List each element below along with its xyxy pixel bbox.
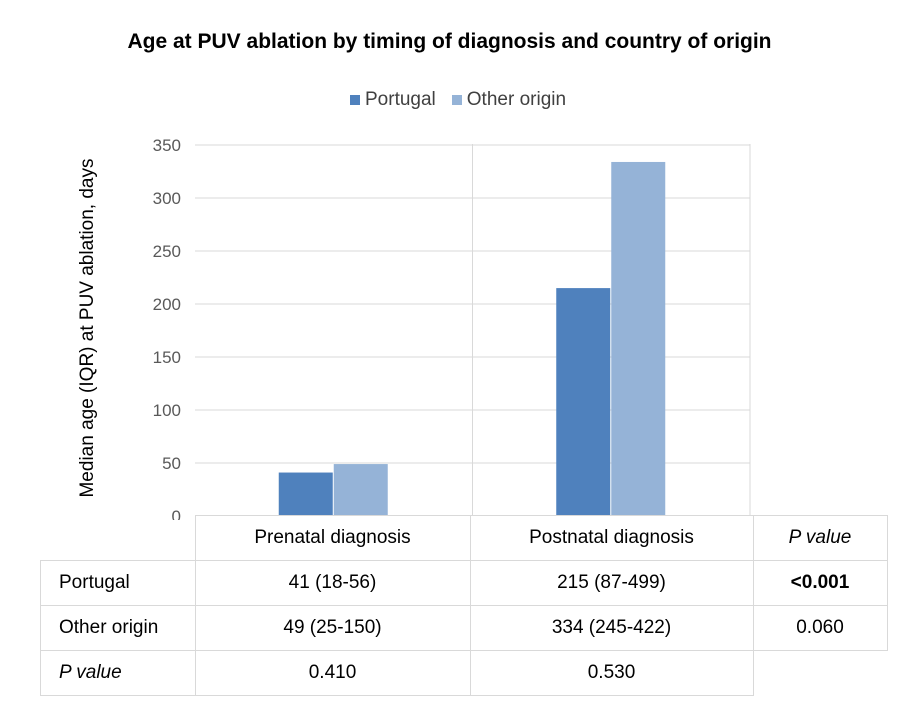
chart-title: Age at PUV ablation by timing of diagnos… <box>127 30 772 53</box>
bar-portugal-1 <box>556 288 611 516</box>
table-row-label: Other origin <box>40 605 196 651</box>
y-tick-label: 50 <box>162 454 181 473</box>
bar-other-origin-1 <box>611 161 666 516</box>
table-row: Portugal 41 (18-56) 215 (87-499) <0.001 <box>40 560 888 606</box>
y-tick-label: 0 <box>172 507 181 520</box>
table-cell: 215 (87-499) <box>469 560 754 606</box>
table-cell-pvalue: <0.001 <box>752 560 888 606</box>
table-cell: 41 (18-56) <box>194 560 471 606</box>
table-header-prenatal: Prenatal diagnosis <box>194 515 471 561</box>
table-row: Other origin 49 (25-150) 334 (245-422) 0… <box>40 605 888 651</box>
table-corner-cell <box>40 515 196 561</box>
table-header-pvalue: P value <box>752 515 888 561</box>
y-tick-label: 250 <box>153 242 181 261</box>
table-cell: 0.410 <box>194 650 471 696</box>
table-header-postnatal: Postnatal diagnosis <box>469 515 754 561</box>
legend-item-other-origin: Other origin <box>451 89 567 111</box>
y-tick-label: 100 <box>153 401 181 420</box>
legend: Portugal Other origin <box>350 89 582 111</box>
table-header-row: Prenatal diagnosis Postnatal diagnosis P… <box>40 515 888 561</box>
legend-label-portugal: Portugal <box>365 89 436 110</box>
table-cell-pvalue: 0.060 <box>752 605 888 651</box>
table-cell: 49 (25-150) <box>194 605 471 651</box>
table-empty-cell <box>752 650 887 696</box>
y-tick-label: 150 <box>153 348 181 367</box>
table-row-label: P value <box>40 650 196 696</box>
legend-label-other-origin: Other origin <box>466 89 567 110</box>
legend-item-portugal: Portugal <box>350 89 436 111</box>
table-cell: 334 (245-422) <box>469 605 754 651</box>
y-tick-label: 300 <box>153 189 181 208</box>
table-cell: 0.530 <box>469 650 754 696</box>
legend-swatch-portugal <box>350 95 360 105</box>
bar-portugal-0 <box>278 472 333 516</box>
y-tick-label: 200 <box>153 295 181 314</box>
legend-swatch-other-origin <box>451 95 462 105</box>
plot-area: 0 50 100 150 200 250 300 350 <box>153 136 751 520</box>
bar-other-origin-0 <box>333 464 388 516</box>
data-table: Prenatal diagnosis Postnatal diagnosis P… <box>40 515 888 696</box>
table-row-label: Portugal <box>40 560 196 606</box>
y-tick-label: 350 <box>153 136 181 155</box>
table-row: P value 0.410 0.530 <box>40 650 887 696</box>
